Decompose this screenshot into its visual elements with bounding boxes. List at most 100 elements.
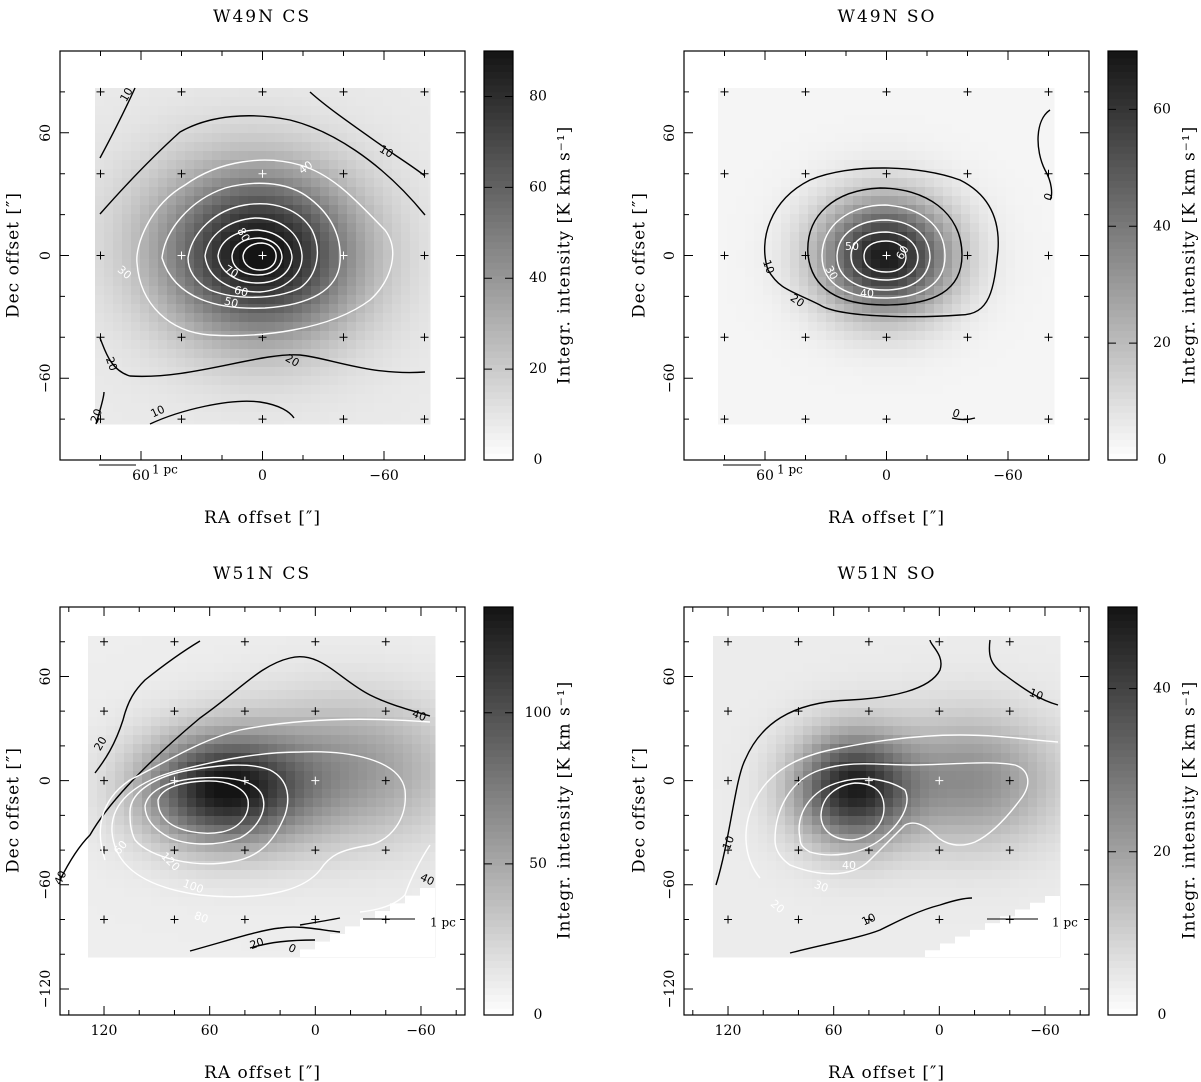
heatmap-cell: [385, 870, 395, 880]
heatmap-cell: [187, 852, 197, 862]
heatmap-cell: [763, 340, 773, 350]
heatmap-cell: [722, 654, 732, 664]
heatmap-cell: [835, 421, 845, 425]
heatmap-cell: [302, 412, 312, 422]
heatmap-cell: [167, 412, 177, 422]
heatmap-cell: [401, 214, 411, 224]
grid-cross: [882, 87, 891, 96]
heatmap-cell: [428, 124, 431, 134]
heatmap-cell: [311, 412, 321, 422]
heatmap-cell: [758, 681, 768, 691]
heatmap-cell: [401, 295, 411, 305]
heatmap-cell: [808, 322, 818, 332]
heatmap-cell: [727, 313, 737, 323]
heatmap-cell: [115, 798, 125, 808]
heatmap-cell: [383, 133, 393, 143]
heatmap-cell: [95, 421, 105, 425]
heatmap-cell: [250, 636, 260, 646]
heatmap-cell: [952, 232, 962, 242]
contour-line: [95, 391, 105, 425]
heatmap-cell: [907, 403, 917, 413]
heatmap-cell: [947, 645, 957, 655]
heatmap-cell: [419, 349, 429, 359]
heatmap-cell: [122, 205, 132, 215]
heatmap-cell: [302, 196, 312, 206]
heatmap-cell: [320, 304, 330, 314]
heatmap-cell: [284, 223, 294, 233]
heatmap-cell: [302, 232, 312, 242]
heatmap-cell: [826, 250, 836, 260]
heatmap-cell: [934, 358, 944, 368]
heatmap-cell: [284, 331, 294, 341]
heatmap-cell: [889, 232, 899, 242]
heatmap-cell: [268, 753, 278, 763]
heatmap-cell: [286, 825, 296, 835]
heatmap-cell: [988, 349, 998, 359]
heatmap-cell: [203, 259, 213, 269]
heatmap-cell: [203, 214, 213, 224]
heatmap-cell: [230, 97, 240, 107]
heatmap-cell: [754, 331, 764, 341]
heatmap-cell: [979, 178, 989, 188]
heatmap-cell: [772, 403, 782, 413]
heatmap-cell: [790, 421, 800, 425]
heatmap-cell: [938, 645, 948, 655]
heatmap-cell: [983, 654, 993, 664]
heatmap-cell: [383, 277, 393, 287]
heatmap-cell: [385, 771, 395, 781]
heatmap-cell: [223, 708, 233, 718]
heatmap-cell: [1051, 232, 1055, 242]
heatmap-cell: [275, 97, 285, 107]
heatmap-cell: [970, 394, 980, 404]
heatmap-cell: [880, 124, 890, 134]
heatmap-cell: [988, 376, 998, 386]
heatmap-cell: [232, 843, 242, 853]
heatmap-cell: [347, 205, 357, 215]
heatmap-cell: [151, 924, 161, 934]
heatmap-cell: [403, 663, 413, 673]
heatmap-cell: [230, 106, 240, 116]
heatmap-cell: [898, 160, 908, 170]
heatmap-cell: [421, 807, 431, 817]
heatmap-cell: [419, 151, 429, 161]
heatmap-cell: [223, 852, 233, 862]
heatmap-cell: [781, 151, 791, 161]
heatmap-cell: [340, 681, 350, 691]
heatmap-cell: [248, 115, 258, 125]
heatmap-cell: [956, 672, 966, 682]
heatmap-cell: [857, 645, 867, 655]
heatmap-cell: [934, 313, 944, 323]
heatmap-cell: [239, 97, 249, 107]
heatmap-cell: [250, 933, 260, 943]
heatmap-cell: [320, 295, 330, 305]
colorbar-segment: [484, 994, 513, 1002]
heatmap-cell: [853, 340, 863, 350]
heatmap-cell: [862, 403, 872, 413]
heatmap-cell: [185, 376, 195, 386]
heatmap-cell: [1010, 681, 1020, 691]
heatmap-cell: [347, 106, 357, 116]
heatmap-cell: [124, 906, 134, 916]
heatmap-cell: [988, 232, 998, 242]
heatmap-cell: [934, 97, 944, 107]
heatmap-cell: [889, 223, 899, 233]
heatmap-cell: [974, 654, 984, 664]
heatmap-cell: [907, 304, 917, 314]
heatmap-cell: [907, 376, 917, 386]
heatmap-cell: [221, 88, 231, 98]
heatmap-cell: [329, 259, 339, 269]
heatmap-cell: [412, 762, 422, 772]
heatmap-cell: [844, 124, 854, 134]
heatmap-cell: [412, 681, 422, 691]
heatmap-cell: [95, 160, 105, 170]
heatmap-cell: [754, 178, 764, 188]
heatmap-cell: [149, 241, 159, 251]
heatmap-cell: [241, 870, 251, 880]
heatmap-cell: [338, 367, 348, 377]
heatmap-cell: [412, 807, 422, 817]
heatmap-cell: [934, 250, 944, 260]
heatmap-cell: [106, 762, 116, 772]
heatmap-cell: [329, 115, 339, 125]
colorbar-tick-label: 60: [1153, 101, 1171, 117]
heatmap-cell: [736, 169, 746, 179]
